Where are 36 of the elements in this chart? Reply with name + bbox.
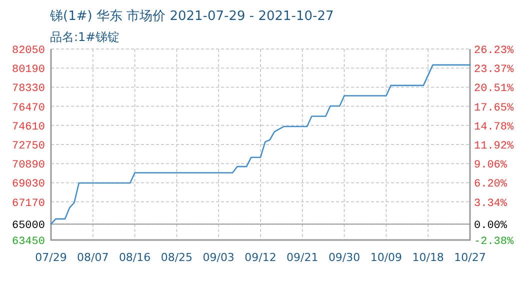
y-tick-label: 65000	[12, 220, 45, 232]
y2-tick-label: 3.34%	[474, 198, 508, 210]
x-tick-label: 08/25	[160, 251, 193, 264]
y2-tick-label: 9.06%	[474, 160, 508, 172]
y-tick-label: 72750	[12, 140, 45, 152]
line-series	[50, 64, 471, 225]
y2-tick-label: 26.23%	[474, 45, 514, 57]
x-tick-label: 09/03	[202, 251, 234, 264]
y2-tick-label: 20.51%	[474, 83, 514, 96]
y2-tick-label: 6.20%	[474, 178, 508, 191]
chart-title: 锑(1#) 华东 市场价 2021-07-29 - 2021-10-27	[49, 9, 334, 24]
y-tick-label: 63450	[12, 236, 45, 248]
y2-tick-label: 17.65%	[474, 102, 514, 114]
x-tick-label: 09/21	[286, 251, 318, 264]
y2-tick-label: 0.00%	[474, 220, 508, 232]
y2-tick-label: 11.92%	[474, 140, 514, 153]
y2-tick-label: 14.78%	[474, 121, 514, 134]
x-tick-label: 08/16	[118, 251, 151, 264]
y2-tick-label: 23.37%	[474, 64, 514, 76]
y2-tick-label: -2.38%	[474, 236, 514, 248]
y-tick-label: 82050	[12, 45, 45, 57]
x-tick-label: 09/12	[244, 251, 276, 264]
y-tick-label: 67170	[12, 198, 45, 210]
chart-subtitle: 品名:1#锑锭	[50, 30, 120, 44]
y-tick-label: 80190	[12, 64, 45, 76]
x-tick-label: 10/18	[412, 251, 444, 264]
x-tick-label: 07/29	[35, 251, 67, 264]
y-tick-label: 69030	[12, 178, 45, 191]
y-tick-label: 70890	[12, 160, 45, 172]
y-tick-label: 74610	[12, 121, 45, 134]
y-tick-label: 78330	[12, 83, 45, 96]
x-tick-label: 10/09	[370, 251, 402, 264]
x-tick-label: 08/07	[77, 251, 109, 264]
y-tick-label: 76470	[12, 102, 45, 114]
x-tick-label: 09/30	[328, 251, 360, 264]
x-tick-label: 10/27	[454, 251, 486, 264]
